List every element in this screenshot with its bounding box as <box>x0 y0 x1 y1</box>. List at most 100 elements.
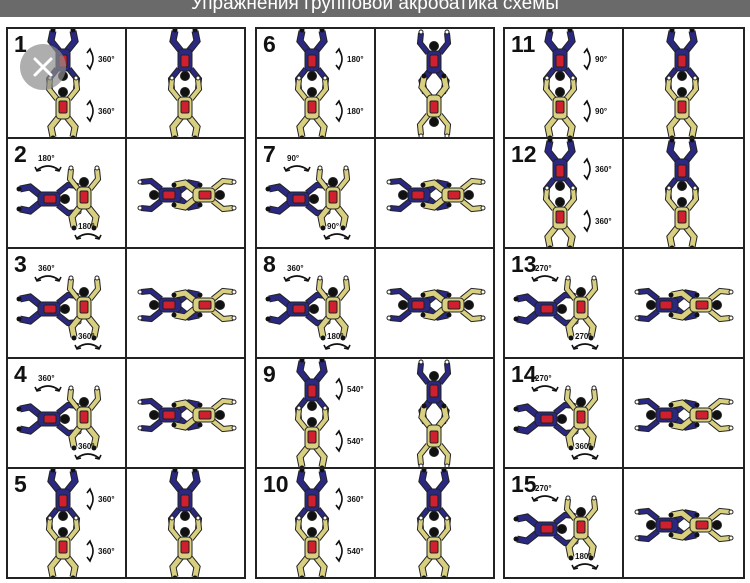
end-diagram <box>416 359 452 467</box>
header-caption: Упражнения групповой акробатика схемы <box>0 0 750 17</box>
figure-15: 15 270° 180° <box>505 469 743 579</box>
skydiver-yellow <box>563 495 599 561</box>
end-diagram <box>386 287 486 323</box>
skydiver-yellow <box>542 75 578 137</box>
start-diagram: 540° 540° <box>294 359 364 467</box>
column-2: 6 180° 180° 7 90° 90° 8 360° 180° 9 540° 540° 10 360°… <box>255 27 495 579</box>
rotation-label-b: 180° <box>78 222 95 231</box>
end-diagram <box>167 29 203 137</box>
skydiver-yellow <box>66 385 102 451</box>
rotation-arrow <box>34 275 62 282</box>
figure-14: 14 270° 360° <box>505 359 743 469</box>
rotation-label-a: 360° <box>595 165 612 174</box>
figure-number: 9 <box>263 361 276 387</box>
skydiver-yellow <box>420 177 486 213</box>
rotation-label-a: 90° <box>595 55 607 64</box>
column-3: 11 90° 90° 12 360° 360° 13 270° 270° 14 270° 360° 15… <box>503 27 745 579</box>
rotation-label-a: 360° <box>347 495 364 504</box>
figure-7: 7 90° 90° <box>257 139 493 249</box>
rotation-arrow <box>531 495 559 502</box>
rotation-arrow <box>86 539 94 563</box>
skydiver-yellow <box>416 73 452 137</box>
skydiver-yellow <box>171 287 237 323</box>
start-diagram: 360° 360° <box>542 139 612 247</box>
figure-number: 5 <box>14 471 27 497</box>
rotation-label-a: 270° <box>535 264 552 273</box>
cell-divider <box>622 29 624 137</box>
figure-2: 2 180° 180° <box>8 139 244 249</box>
figure-number: 6 <box>263 31 276 57</box>
end-diagram <box>137 397 237 433</box>
end-diagram <box>167 469 203 577</box>
figure-number: 11 <box>511 31 536 57</box>
skydiver-yellow <box>315 165 351 231</box>
cell-divider <box>622 139 624 247</box>
skydiver-yellow <box>294 515 330 577</box>
cell-divider <box>125 359 127 467</box>
rotation-arrow <box>74 233 102 240</box>
rotation-arrow <box>335 99 343 123</box>
end-diagram <box>137 177 237 213</box>
rotation-label-b: 360° <box>98 547 115 556</box>
skydiver-yellow <box>542 185 578 247</box>
rotation-arrow <box>335 539 343 563</box>
rotation-arrow <box>74 343 102 350</box>
start-diagram: 360° 180° <box>265 264 351 350</box>
end-diagram <box>634 287 734 323</box>
figure-number: 3 <box>14 251 27 277</box>
end-diagram <box>137 287 237 323</box>
cell-divider <box>374 139 376 247</box>
rotation-arrow <box>583 157 591 181</box>
rotation-label-a: 360° <box>98 495 115 504</box>
cell-divider <box>622 249 624 357</box>
rotation-label-b: 90° <box>327 222 339 231</box>
rotation-label-a: 540° <box>347 385 364 394</box>
skydiver-blue <box>265 181 331 217</box>
skydiver-yellow <box>668 397 734 433</box>
rotation-label-b: 270° <box>575 332 592 341</box>
close-button[interactable] <box>20 44 66 90</box>
cell-divider <box>622 359 624 467</box>
skydiver-yellow <box>416 403 452 467</box>
cell-divider <box>622 469 624 579</box>
rotation-arrow <box>571 453 599 460</box>
start-diagram: 360° 360° <box>45 469 115 577</box>
rotation-arrow <box>86 99 94 123</box>
skydiver-yellow <box>416 515 452 577</box>
start-diagram: 360° 540° <box>294 469 364 577</box>
skydiver-yellow <box>664 185 700 247</box>
end-diagram <box>664 29 700 137</box>
rotation-label-a: 180° <box>347 55 364 64</box>
skydiver-yellow <box>668 507 734 543</box>
skydiver-blue <box>137 177 203 213</box>
figure-number: 8 <box>263 251 276 277</box>
cell-divider <box>125 29 127 137</box>
end-diagram <box>386 177 486 213</box>
rotation-arrow <box>583 47 591 71</box>
rotation-label-b: 90° <box>595 107 607 116</box>
rotation-arrow <box>335 429 343 453</box>
end-diagram <box>416 29 452 137</box>
skydiver-blue <box>386 177 452 213</box>
skydiver-yellow <box>294 405 330 467</box>
rotation-label-b: 360° <box>575 442 592 451</box>
skydiver-yellow <box>66 165 102 231</box>
end-diagram <box>664 139 700 247</box>
rotation-label-a: 270° <box>535 484 552 493</box>
rotation-arrow <box>283 275 311 282</box>
skydiver-blue <box>386 287 452 323</box>
rotation-label-b: 180° <box>327 332 344 341</box>
figure-number: 15 <box>511 471 537 497</box>
skydiver-blue <box>16 401 82 437</box>
cell-divider <box>374 469 376 579</box>
rotation-label-b: 360° <box>595 217 612 226</box>
figure-11: 11 90° 90° <box>505 29 743 139</box>
figure-number: 12 <box>511 141 537 167</box>
start-diagram: 360° 360° <box>16 264 102 350</box>
figure-10: 10 360° 540° <box>257 469 493 579</box>
figure-number: 10 <box>263 471 289 497</box>
figure-12: 12 360° 360° <box>505 139 743 249</box>
skydiver-blue <box>513 291 579 327</box>
cell-divider <box>125 249 127 357</box>
rotation-arrow <box>583 99 591 123</box>
